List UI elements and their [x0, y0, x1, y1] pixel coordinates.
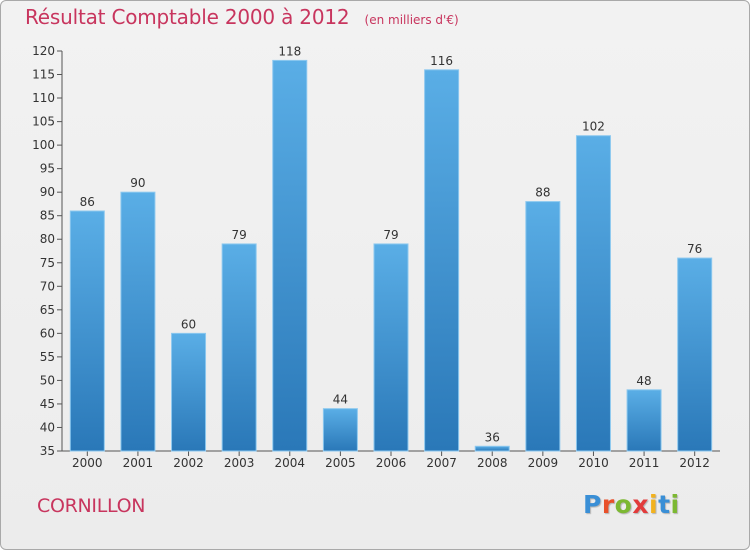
bar: [69, 210, 105, 452]
data-label: 79: [383, 228, 398, 242]
logo-letter: P: [583, 490, 602, 519]
y-tick-label: 55: [40, 350, 55, 364]
data-label: 90: [130, 176, 145, 190]
x-tick-label: 2009: [528, 456, 559, 470]
logo-letter: x: [632, 490, 649, 519]
y-tick-label: 50: [40, 373, 55, 387]
bar: [221, 243, 257, 452]
x-tick-label: 2010: [578, 456, 609, 470]
data-labels: 86 90 60 79 118 44 79 116 36 88 102 48 76: [80, 44, 703, 444]
y-tick-label: 35: [40, 444, 55, 458]
data-label: 88: [535, 186, 550, 200]
x-tick-label: 2002: [173, 456, 204, 470]
bars: [69, 59, 713, 452]
commune-name: CORNILLON: [37, 495, 146, 517]
title-row: Résultat Comptable 2000 à 2012 (en milli…: [25, 5, 459, 29]
y-tick-label: 105: [32, 115, 55, 129]
data-label: 86: [80, 195, 95, 209]
y-tick-label: 80: [40, 232, 55, 246]
x-tick-label: 2001: [123, 456, 154, 470]
logo-letter: i: [670, 490, 680, 519]
bar: [171, 332, 207, 452]
y-tick-label: 65: [40, 303, 55, 317]
data-label: 36: [485, 430, 500, 444]
y-tick-label: 90: [40, 185, 55, 199]
logo-letter: r: [601, 490, 615, 519]
x-tick-label: 2007: [426, 456, 457, 470]
bar: [677, 257, 713, 452]
chart-subtitle: (en milliers d'€): [364, 13, 459, 27]
data-label: 116: [430, 54, 453, 68]
y-tick-label: 100: [32, 138, 55, 152]
bar: [272, 59, 308, 452]
x-tick-label: 2006: [376, 456, 407, 470]
data-label: 118: [278, 44, 301, 58]
bar: [626, 389, 662, 452]
y-tick-label: 45: [40, 397, 55, 411]
logo-letter: t: [658, 490, 671, 519]
data-label: 102: [582, 120, 605, 134]
data-label: 60: [181, 317, 196, 331]
x-tick-label: 2004: [274, 456, 305, 470]
bar: [373, 243, 409, 452]
y-tick-label: 110: [32, 91, 55, 105]
bar: [424, 69, 460, 452]
x-tick-label: 2003: [224, 456, 255, 470]
bar: [575, 135, 611, 452]
chart-title: Résultat Comptable 2000 à 2012: [25, 5, 350, 29]
data-label: 44: [333, 393, 348, 407]
y-tick-label: 60: [40, 326, 55, 340]
y-tick-label: 40: [40, 420, 55, 434]
data-label: 48: [636, 374, 651, 388]
y-tick-label: 120: [32, 44, 55, 58]
x-tick-label: 2000: [72, 456, 103, 470]
data-label: 76: [687, 242, 702, 256]
x-tick-label: 2008: [477, 456, 508, 470]
y-tick-label: 95: [40, 162, 55, 176]
y-tick-label: 75: [40, 256, 55, 270]
x-tick-label: 2011: [629, 456, 660, 470]
y-tick-label: 85: [40, 209, 55, 223]
data-label: 79: [232, 228, 247, 242]
bar: [322, 408, 358, 452]
logo-letter: o: [614, 490, 633, 519]
x-tick-label: 2012: [679, 456, 710, 470]
proxiti-logo: Proxiti: [583, 490, 680, 519]
bar: [120, 191, 156, 452]
x-tick-label: 2005: [325, 456, 356, 470]
bar: [474, 445, 510, 452]
y-tick-label: 70: [40, 279, 55, 293]
bar: [525, 201, 561, 452]
logo-letter: i: [649, 490, 659, 519]
y-tick-label: 115: [32, 68, 55, 82]
axes: 35 40 45 50 55 60 65 70 75 80 85 90 95 100 105 110 115 12…: [32, 44, 720, 470]
